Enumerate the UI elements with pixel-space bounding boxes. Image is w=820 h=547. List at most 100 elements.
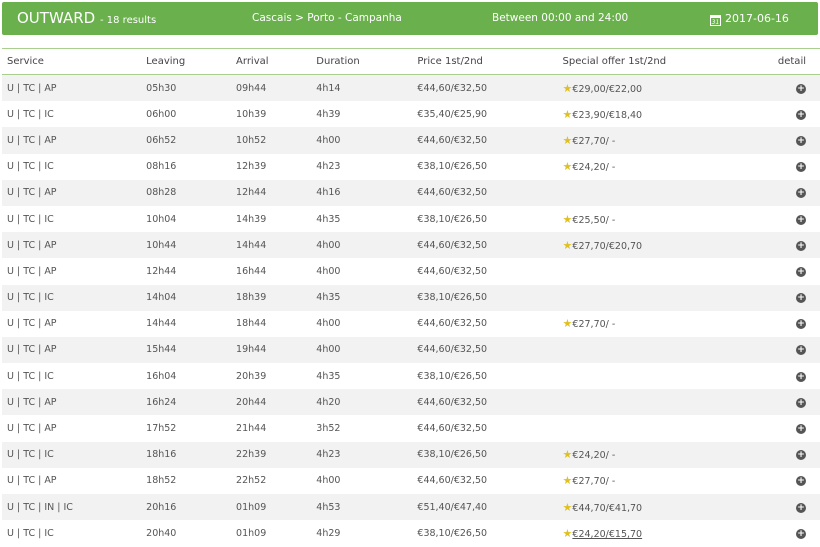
cell-arrival: 10h52: [231, 127, 312, 154]
cell-leaving: 18h52: [146, 475, 177, 487]
cell-duration: 4h35: [316, 213, 341, 225]
cell-special-offer: ★€27,70/ -: [557, 127, 767, 154]
cell-arrival: 20h44: [231, 389, 312, 416]
table-row[interactable]: U | TC | AP 10h44 14h44 4h00 €44,60/€32,50 ★€…: [2, 232, 820, 259]
cell-special-offer: ★€27,70/ -: [558, 468, 767, 494]
cell-arrival: 01h09: [231, 494, 312, 521]
cell-service: U | TC | IC: [2, 441, 142, 468]
table-row[interactable]: U | TC | IC 16h04 20h39 4h35 €38,10/€26,50 +: [2, 363, 820, 389]
cell-service: U | TC | AP: [2, 127, 142, 154]
special-offer-price: €25,50/ -: [572, 214, 616, 226]
star-icon: ★: [562, 500, 573, 514]
date-picker[interactable]: 31 2017-06-16: [710, 2, 789, 35]
plus-circle-icon[interactable]: +: [796, 109, 806, 120]
cell-price: €44,60/€32,50: [417, 318, 488, 330]
cell-special-offer: ★€23,90/€18,40: [558, 101, 767, 127]
detail-cell: +: [766, 441, 820, 468]
cell-special-offer: ★€27,70/€20,70: [557, 232, 767, 259]
plus-circle-icon[interactable]: +: [796, 266, 806, 277]
plus-circle-icon[interactable]: +: [796, 162, 806, 173]
table-row[interactable]: U | TC | IC 08h16 12h39 4h23 €38,10/€26,50 ★€…: [2, 154, 820, 180]
table-row[interactable]: U | TC | AP 18h52 22h52 4h00 €44,60/€32,50 ★€…: [2, 468, 820, 494]
results-table: Service Leaving Arrival Duration Price 1st/2…: [2, 48, 820, 546]
detail-cell: +: [767, 101, 820, 127]
table-row[interactable]: U | TC | IN | IC 20h16 01h09 4h53 €51,40/€47…: [2, 494, 820, 521]
cell-leaving: 14h44: [146, 318, 177, 330]
cell-duration: 4h00: [316, 475, 341, 487]
star-icon: ★: [562, 317, 573, 331]
plus-circle-icon[interactable]: +: [796, 371, 806, 382]
table-row[interactable]: U | TC | IC 06h00 10h39 4h39 €35,40/€25,90 ★€…: [2, 101, 820, 127]
cell-price: €38,10/€26,50: [417, 370, 488, 382]
special-offer-price[interactable]: €24,20/€15,70: [572, 528, 643, 540]
table-row[interactable]: U | TC | IC 20h40 01h09 4h29 €38,10/€26,50 ★€…: [2, 520, 820, 546]
cell-price: €51,40/€47,40: [412, 494, 558, 521]
star-icon: ★: [562, 107, 573, 121]
cell-service: U | TC | AP: [2, 74, 142, 102]
plus-circle-icon[interactable]: +: [796, 502, 806, 513]
detail-cell: +: [767, 206, 820, 232]
cell-service: U | TC | IN | IC: [2, 494, 142, 521]
table-row[interactable]: U | TC | IC 10h04 14h39 4h35 €38,10/€26,50 ★€…: [2, 206, 820, 232]
cell-duration: 4h35: [316, 370, 341, 382]
detail-cell: +: [767, 415, 820, 441]
cell-duration: 4h00: [311, 127, 413, 154]
table-row[interactable]: U | TC | IC 14h04 18h39 4h35 €38,10/€26,50 +: [2, 284, 820, 311]
table-row[interactable]: U | TC | AP 14h44 18h44 4h00 €44,60/€32,50 ★€…: [2, 311, 820, 337]
table-row[interactable]: U | TC | AP 12h44 16h44 4h00 €44,60/€32,50 +: [2, 258, 820, 284]
cell-special-offer: [557, 179, 767, 206]
cell-price: €44,60/€32,50: [412, 74, 558, 102]
detail-cell: +: [767, 154, 820, 180]
detail-cell: +: [766, 284, 820, 311]
plus-circle-icon[interactable]: +: [796, 188, 806, 199]
plus-circle-icon[interactable]: +: [796, 319, 806, 330]
cell-duration: 4h14: [311, 74, 413, 102]
plus-circle-icon[interactable]: +: [796, 450, 806, 461]
route: Cascais > Porto - Campanha: [252, 12, 402, 24]
cell-duration: 4h00: [311, 232, 413, 259]
plus-circle-icon[interactable]: +: [796, 83, 806, 94]
column-header: Duration: [311, 48, 413, 75]
cell-duration: 4h39: [316, 108, 341, 120]
cell-arrival: 12h44: [231, 179, 312, 206]
cell-service: U | TC | AP: [7, 475, 57, 487]
plus-circle-icon[interactable]: +: [796, 424, 806, 435]
date-text: 2017-06-16: [725, 12, 789, 25]
plus-circle-icon[interactable]: +: [796, 293, 806, 304]
cell-service: U | TC | IC: [7, 527, 54, 539]
cell-service: U | TC | AP: [7, 265, 57, 277]
star-icon: ★: [562, 81, 573, 95]
cell-special-offer: ★€27,70/ -: [558, 311, 767, 337]
table-row[interactable]: U | TC | AP 06h52 10h52 4h00 €44,60/€32,50 ★€…: [2, 127, 820, 154]
special-offer-price: €23,90/€18,40: [572, 109, 643, 121]
plus-circle-icon[interactable]: +: [796, 214, 806, 225]
table-row[interactable]: U | TC | AP 08h28 12h44 4h16 €44,60/€32,50 +: [2, 179, 820, 206]
cell-leaving: 06h52: [141, 127, 232, 154]
time-window: Between 00:00 and 24:00: [492, 12, 629, 24]
table-row[interactable]: U | TC | AP 05h30 09h44 4h14 €44,60/€32,50 ★€…: [2, 74, 820, 102]
calendar-icon: 31: [710, 15, 721, 26]
star-icon: ★: [562, 474, 573, 488]
cell-price: €44,60/€32,50: [412, 232, 558, 259]
table-row[interactable]: U | TC | IC 18h16 22h39 4h23 €38,10/€26,50 ★€…: [2, 441, 820, 468]
plus-circle-icon[interactable]: +: [796, 476, 806, 487]
cell-price: €44,60/€32,50: [417, 265, 488, 277]
table-row[interactable]: U | TC | AP 15h44 19h44 4h00 €44,60/€32,50 +: [2, 336, 820, 364]
cell-price: €38,10/€26,50: [417, 527, 488, 539]
plus-circle-icon[interactable]: +: [796, 345, 806, 356]
plus-circle-icon[interactable]: +: [796, 397, 806, 408]
cell-leaving: 15h44: [141, 336, 232, 364]
special-offer-price: €27,70/ -: [572, 135, 616, 147]
detail-cell: +: [766, 74, 820, 102]
cell-duration: 4h16: [311, 179, 413, 206]
cell-arrival: 18h39: [231, 284, 312, 311]
cell-price: €35,40/€25,90: [417, 108, 488, 120]
table-row[interactable]: U | TC | AP 16h24 20h44 4h20 €44,60/€32,50 +: [2, 389, 820, 416]
cell-leaving: 08h16: [146, 161, 177, 173]
special-offer-price: €27,70/ -: [572, 476, 616, 488]
plus-circle-icon[interactable]: +: [796, 240, 806, 251]
plus-circle-icon[interactable]: +: [796, 135, 806, 146]
table-row[interactable]: U | TC | AP 17h52 21h44 3h52 €44,60/€32,50 +: [2, 415, 820, 441]
plus-circle-icon[interactable]: +: [796, 528, 806, 539]
column-header: Price 1st/2nd: [412, 48, 558, 75]
